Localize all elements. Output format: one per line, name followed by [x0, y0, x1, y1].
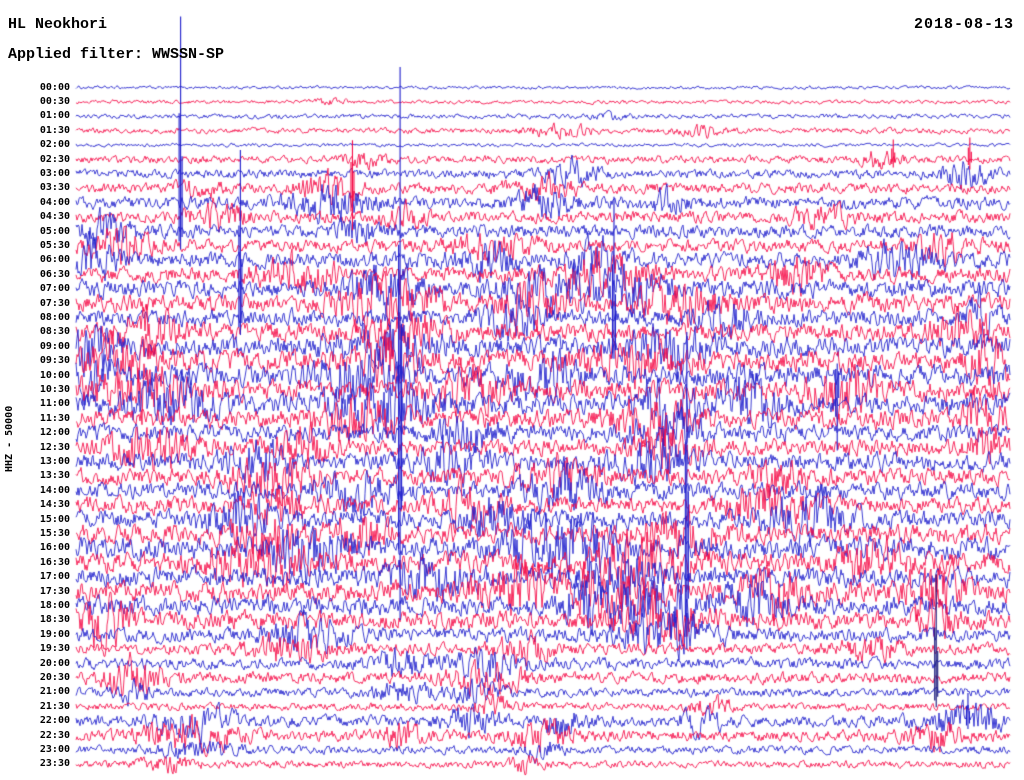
time-label: 22:30: [39, 729, 70, 741]
time-label: 02:00: [39, 139, 70, 151]
time-label: 23:30: [39, 758, 70, 770]
time-label: 03:30: [39, 182, 70, 194]
time-label: 10:00: [39, 369, 70, 381]
time-label: 05:30: [39, 239, 70, 251]
time-label: 16:30: [39, 556, 70, 568]
time-label: 08:00: [39, 311, 70, 323]
time-label: 13:00: [39, 455, 70, 467]
time-label: 06:30: [39, 268, 70, 280]
station-name: HL Neokhori: [8, 16, 108, 33]
time-label: 02:30: [39, 153, 70, 165]
time-label: 12:30: [39, 441, 70, 453]
time-label: 04:30: [39, 211, 70, 223]
time-label: 18:00: [39, 599, 70, 611]
time-label: 09:00: [39, 340, 70, 352]
channel-scale-label: HHZ - 50000: [4, 405, 15, 472]
applied-filter-label: Applied filter: WWSSN-SP: [8, 46, 225, 63]
time-label: 19:30: [39, 643, 70, 655]
time-label: 23:00: [39, 743, 70, 755]
time-label: 15:00: [39, 513, 70, 525]
plot-date: 2018-08-13: [913, 16, 1014, 33]
time-label: 11:30: [39, 412, 70, 424]
time-label: 20:00: [39, 657, 70, 669]
time-label: 17:00: [39, 571, 70, 583]
time-label: 04:00: [39, 196, 70, 208]
time-label: 01:00: [39, 110, 70, 122]
time-label: 08:30: [39, 326, 70, 338]
time-label: 13:30: [39, 470, 70, 482]
time-label: 19:00: [39, 628, 70, 640]
time-label: 21:00: [39, 686, 70, 698]
time-label: 00:30: [39, 95, 70, 107]
time-label: 18:30: [39, 614, 70, 626]
time-label: 22:00: [39, 715, 70, 727]
time-label: 06:00: [39, 254, 70, 266]
time-label: 14:30: [39, 499, 70, 511]
time-label: 12:00: [39, 427, 70, 439]
time-label: 11:00: [39, 398, 70, 410]
time-label: 20:30: [39, 671, 70, 683]
time-label: 01:30: [39, 124, 70, 136]
time-label: 16:00: [39, 542, 70, 554]
time-label: 21:30: [39, 700, 70, 712]
time-label: 10:30: [39, 383, 70, 395]
time-label: 15:30: [39, 527, 70, 539]
time-label: 05:00: [39, 225, 70, 237]
time-label: 09:30: [39, 355, 70, 367]
time-label: 07:30: [39, 297, 70, 309]
time-label: 17:30: [39, 585, 70, 597]
time-label: 00:00: [39, 81, 70, 93]
time-label: 03:00: [39, 167, 70, 179]
time-label: 14:00: [39, 484, 70, 496]
time-label: 07:00: [39, 283, 70, 295]
